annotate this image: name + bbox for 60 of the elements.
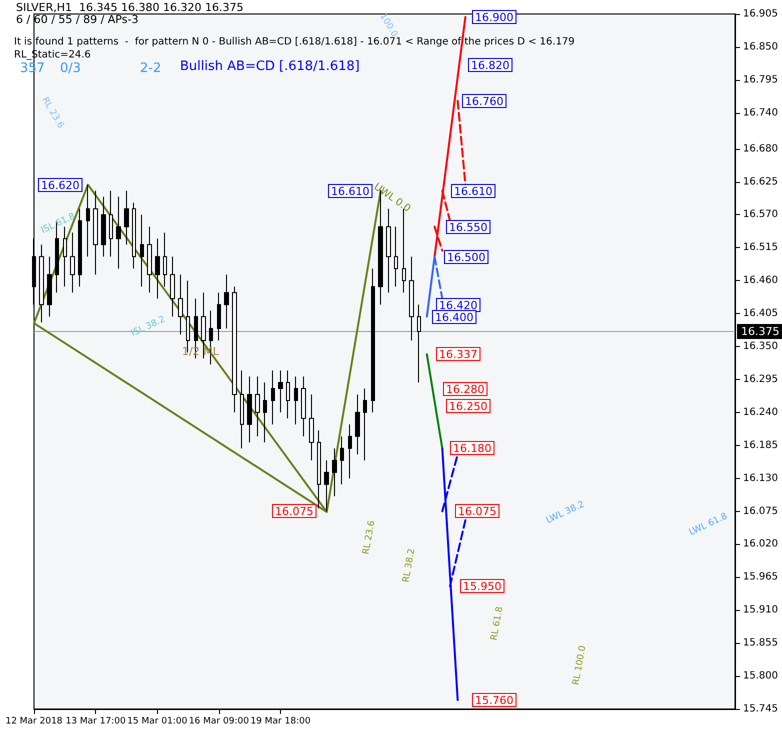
y-tick-label: 15.965 bbox=[743, 572, 778, 583]
annotation: 15.950 bbox=[463, 580, 502, 593]
y-tick-label: 16.515 bbox=[743, 242, 778, 254]
y-tick-label: 16.460 bbox=[743, 275, 778, 286]
annotation: ISL 38.2 bbox=[130, 314, 167, 339]
chart-title: SILVER,H1 16.345 16.380 16.320 16.375 bbox=[16, 1, 244, 14]
annotation: 16.400 bbox=[435, 311, 474, 324]
y-tick-label: 15.910 bbox=[743, 604, 778, 616]
y-tick-label: 16.350 bbox=[743, 341, 778, 352]
annotation: 16.180 bbox=[453, 442, 492, 455]
y-tick-label: 16.570 bbox=[743, 209, 778, 220]
annotation: 16.610 bbox=[331, 185, 370, 198]
y-tick-label: 16.625 bbox=[743, 176, 778, 188]
annotation: LWL 38.2 bbox=[544, 500, 586, 526]
annotation: 16.420 bbox=[439, 299, 478, 312]
x-tick-label: 12 Mar 2018 bbox=[5, 716, 63, 726]
y-tick-label: 15.855 bbox=[743, 638, 778, 649]
y-tick-label: 15.745 bbox=[743, 704, 778, 714]
y-tick-label: 16.075 bbox=[743, 506, 778, 517]
ref-line-label: 16.375 bbox=[741, 325, 780, 338]
annotation: LWL 61.8 bbox=[688, 511, 730, 538]
x-tick-label: 15 Mar 01:00 bbox=[127, 716, 188, 726]
y-tick-label: 16.905 bbox=[743, 8, 778, 20]
y-tick-label: 16.240 bbox=[743, 406, 778, 418]
annotation: RL 23.6 bbox=[362, 520, 378, 556]
annotation: 16.550 bbox=[449, 221, 488, 234]
y-tick-label: 16.795 bbox=[743, 74, 778, 86]
annotation: RL 61.8 bbox=[490, 606, 506, 642]
y-tick-label: 16.680 bbox=[743, 143, 778, 154]
annotation: Bullish AB=CD [.618/1.618] bbox=[180, 59, 360, 74]
y-tick-label: 16.185 bbox=[743, 440, 778, 451]
annotation: It is found 1 patterns - for pattern N 0 - Bullish AB=CD [.618/1.618] - 16.071 < Range of the prices D < 16.179 bbox=[14, 36, 575, 48]
annotation: 16.075 bbox=[275, 505, 314, 518]
chart-subtitle: 6 / 60 / 55 / 89 / APs-3 bbox=[16, 13, 138, 26]
annotation: 0/3 bbox=[60, 61, 81, 76]
annotation: 16.337 bbox=[439, 348, 478, 361]
annotation: 16.900 bbox=[475, 11, 514, 24]
annotation: 16.620 bbox=[41, 179, 80, 192]
annotation: 16.500 bbox=[447, 251, 486, 264]
y-tick-label: 16.740 bbox=[743, 107, 778, 118]
x-tick-label: 13 Mar 17:00 bbox=[66, 716, 126, 726]
y-tick-label: 16.295 bbox=[743, 374, 778, 385]
annotation: 2-2 bbox=[140, 61, 162, 76]
x-tick-label: 16 Mar 09:00 bbox=[188, 716, 250, 726]
annotation: 16.280 bbox=[446, 383, 484, 396]
y-tick-label: 16.130 bbox=[743, 472, 778, 484]
annotation: RL 100.0 bbox=[572, 644, 588, 686]
annotation: 16.250 bbox=[449, 400, 488, 413]
annotation: 16.760 bbox=[465, 95, 504, 108]
annotation: 15.760 bbox=[475, 694, 514, 707]
y-tick-label: 16.850 bbox=[743, 41, 778, 52]
x-tick-label: 19 Mar 18:00 bbox=[250, 716, 311, 726]
y-tick-label: 16.405 bbox=[743, 308, 778, 320]
annotation: RL 38.2 bbox=[402, 548, 418, 584]
annotation: 16.820 bbox=[471, 59, 510, 72]
y-tick-label: 16.020 bbox=[743, 538, 778, 550]
annotation: 16.610 bbox=[454, 185, 492, 198]
annotation: 16.075 bbox=[458, 505, 496, 518]
annotation: ISL 61.8 bbox=[40, 211, 78, 236]
y-tick-label: 15.800 bbox=[743, 670, 778, 682]
